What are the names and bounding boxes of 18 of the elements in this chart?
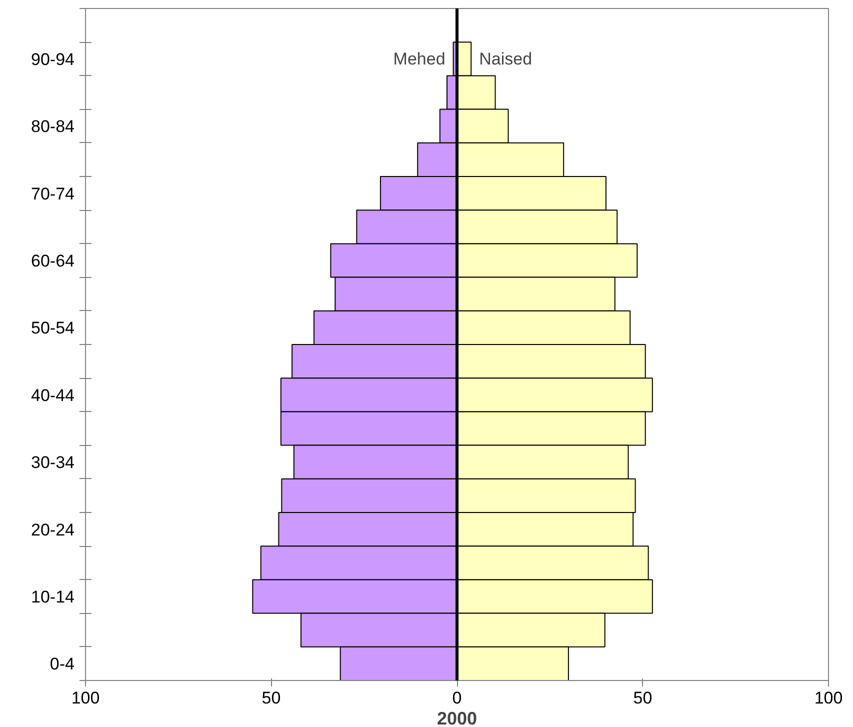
y-tick-label: 80-84 [31, 117, 75, 136]
x-axis-title: 2000 [436, 708, 478, 727]
y-tick-label: 20-24 [31, 520, 75, 540]
x-tick-label: 50 [262, 688, 281, 708]
y-tick-label: 40-44 [31, 386, 75, 405]
y-tick-label: 70-74 [31, 184, 75, 204]
x-tick-label: 0 [452, 688, 462, 708]
y-tick-label: 50-54 [31, 318, 75, 338]
y-tick-label: 0-4 [50, 654, 75, 674]
y-tick-label: 10-14 [31, 588, 75, 606]
y-tick-label: 30-34 [31, 453, 75, 472]
x-tick-label: 50 [633, 688, 652, 708]
x-tick-label: 100 [71, 688, 100, 708]
series-label: Mehed [393, 49, 446, 68]
x-tick-label: 100 [814, 688, 843, 708]
y-tick-label: 60-64 [31, 252, 75, 270]
y-tick-label: 90-94 [31, 50, 75, 69]
series-label: Naised [479, 49, 532, 68]
